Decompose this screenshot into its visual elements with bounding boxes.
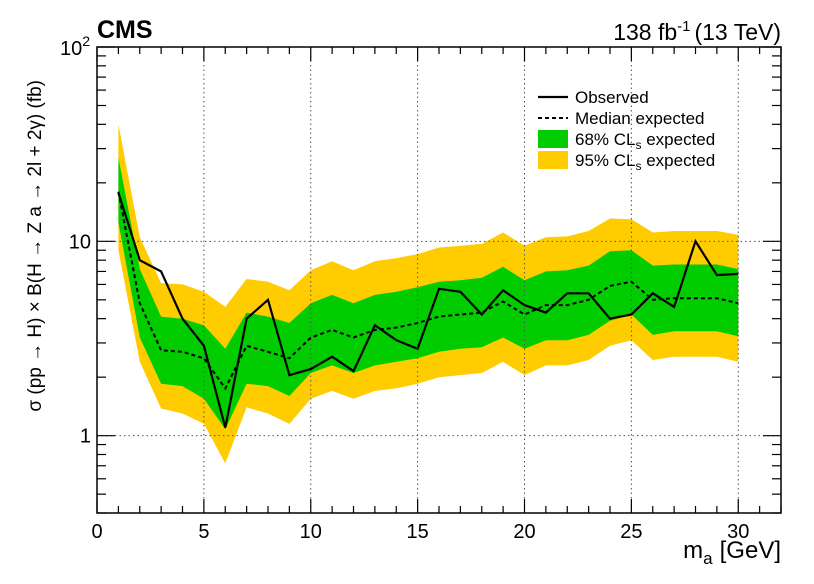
x-tick-label: 5 bbox=[198, 521, 209, 543]
y-tick-labels: 1 10 102 bbox=[60, 33, 91, 448]
x-tick-label: 0 bbox=[91, 521, 102, 543]
x-tick-label: 20 bbox=[513, 521, 535, 543]
x-tick-label: 15 bbox=[407, 521, 429, 543]
legend-band95-label: 95% CLs expected bbox=[575, 151, 715, 173]
y-tick-label: 1 bbox=[80, 426, 91, 448]
x-axis-title: ma [GeV] bbox=[683, 537, 781, 568]
legend-band68-label: 68% CLs expected bbox=[575, 130, 715, 152]
y-tick-label: 102 bbox=[60, 33, 90, 60]
legend-expected-label: Median expected bbox=[575, 109, 704, 128]
x-tick-label: 10 bbox=[300, 521, 322, 543]
legend-observed-label: Observed bbox=[575, 88, 649, 107]
grid-lines bbox=[97, 47, 781, 513]
legend-band95-swatch bbox=[538, 151, 568, 169]
luminosity-label: 138 fb-1 (13 TeV) bbox=[613, 18, 781, 45]
cms-label: CMS bbox=[97, 16, 153, 44]
uncertainty-bands bbox=[118, 124, 739, 464]
median-expected-line bbox=[117, 191, 739, 391]
axis-ticks bbox=[96, 46, 782, 514]
y-axis-title: σ (pp → H) × B(H → Z a → 2l + 2γ) (fb) bbox=[25, 80, 46, 412]
band-68-expected bbox=[118, 157, 739, 430]
x-tick-labels: 0 5 10 15 20 25 30 bbox=[91, 521, 749, 543]
x-tick-label: 30 bbox=[727, 521, 749, 543]
legend-band68-swatch bbox=[538, 130, 568, 148]
x-tick-label: 25 bbox=[620, 521, 642, 543]
legend: Observed Median expected 68% CLs expecte… bbox=[538, 88, 715, 173]
y-tick-label: 10 bbox=[69, 231, 91, 253]
limit-lines bbox=[117, 191, 739, 428]
